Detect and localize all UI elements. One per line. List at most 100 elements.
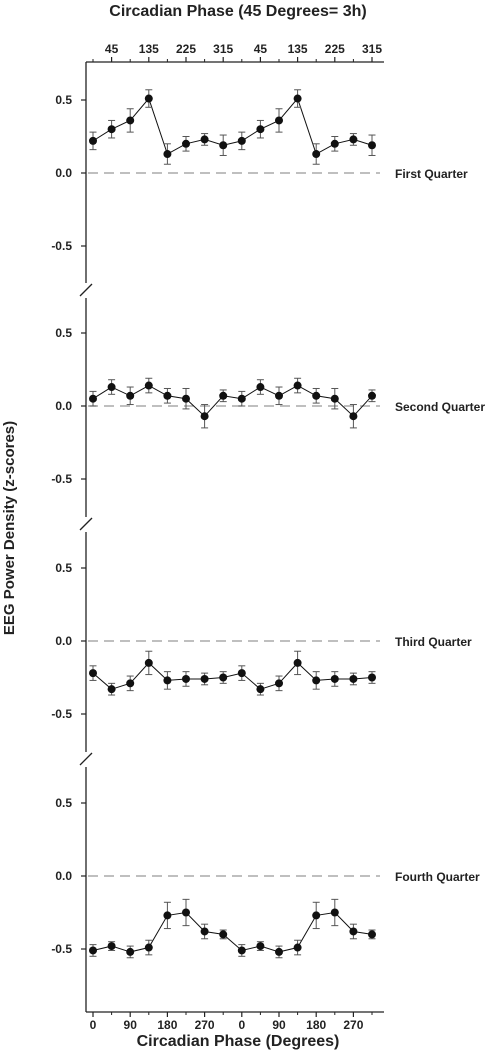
bottom-tick-label: 270	[195, 1018, 215, 1032]
y-tick-label: 0.0	[55, 634, 72, 648]
data-point	[349, 412, 358, 421]
data-point	[144, 658, 153, 667]
data-point	[89, 136, 97, 145]
data-point	[107, 125, 116, 134]
y-tick-label: 0.0	[55, 399, 72, 413]
data-point	[275, 947, 283, 956]
data-point	[237, 946, 246, 955]
data-point	[275, 679, 283, 688]
data-point	[163, 391, 172, 400]
data-point	[219, 391, 228, 400]
data-point	[293, 94, 302, 103]
series-line	[92, 384, 373, 417]
data-point	[330, 674, 339, 683]
data-point	[200, 674, 209, 683]
data-point	[163, 150, 172, 159]
y-axis-label: EEG Power Density (z-scores)	[1, 421, 18, 635]
y-tick-label: -0.5	[51, 472, 72, 486]
data-point	[219, 930, 228, 939]
bottom-tick-label: 180	[157, 1018, 177, 1032]
data-point	[293, 381, 302, 390]
y-tick-label: 0.5	[55, 796, 72, 810]
y-tick-label: 0.5	[55, 93, 72, 107]
data-point	[312, 391, 321, 400]
plot-layer: 45 135 225 315 45 135 225 315 0 90 180 270 0 90 180 270…	[51, 42, 485, 1032]
series-line	[92, 662, 373, 690]
panel-2: 0.5 0.0 -0.5 Second Quarter	[51, 326, 485, 486]
axis-break-mark	[79, 752, 93, 766]
data-point	[293, 943, 302, 952]
bottom-tick-label: 0	[90, 1018, 97, 1032]
data-point	[89, 669, 97, 678]
data-point	[107, 383, 116, 392]
data-point	[144, 943, 153, 952]
data-point	[200, 135, 209, 144]
y-tick-label: 0.0	[55, 166, 72, 180]
data-point	[182, 139, 190, 148]
top-tick-label: 135	[288, 42, 308, 56]
data-point	[182, 674, 190, 683]
data-point	[163, 676, 172, 685]
top-tick-label: 225	[176, 42, 196, 56]
data-point	[368, 930, 376, 939]
bottom-tick-label: 270	[343, 1018, 363, 1032]
panel-4: 0.5 0.0 -0.5 Fourth Quarter	[51, 796, 480, 959]
data-point	[144, 94, 153, 103]
x-axis-label: Circadian Phase (Degrees)	[137, 1033, 340, 1050]
data-point	[237, 394, 246, 403]
panel-1: 0.5 0.0 -0.5 First Quarter	[51, 89, 468, 253]
data-point	[107, 685, 116, 694]
data-point	[200, 412, 209, 421]
data-point	[182, 394, 190, 403]
data-point	[126, 679, 135, 688]
data-point	[349, 927, 358, 936]
y-tick-label: 0.0	[55, 869, 72, 883]
y-tick-label: -0.5	[51, 239, 72, 253]
series-line	[92, 911, 373, 953]
data-point	[256, 685, 265, 694]
axis-break-mark	[79, 283, 93, 297]
bottom-tick-label: 180	[306, 1018, 326, 1032]
y-tick-label: 0.5	[55, 561, 72, 575]
data-point	[126, 947, 135, 956]
data-point	[256, 383, 265, 392]
data-point	[275, 391, 283, 400]
panel-label: Second Quarter	[395, 400, 485, 414]
y-tick-label: 0.5	[55, 326, 72, 340]
data-point	[144, 381, 153, 390]
data-point	[275, 116, 283, 125]
panel-label: Fourth Quarter	[395, 870, 480, 884]
data-point	[368, 391, 376, 400]
data-point	[163, 911, 172, 920]
y-tick-label: -0.5	[51, 707, 72, 721]
data-point	[126, 116, 135, 125]
chart-title: Circadian Phase (45 Degrees= 3h)	[109, 3, 366, 20]
panel-3: 0.5 0.0 -0.5 Third Quarter	[51, 561, 472, 721]
data-point	[237, 136, 246, 145]
data-point	[330, 394, 339, 403]
data-point	[368, 673, 376, 682]
top-tick-label: 45	[254, 42, 268, 56]
top-tick-label: 45	[105, 42, 119, 56]
data-point	[330, 908, 339, 917]
data-point	[349, 135, 358, 144]
data-point	[368, 141, 376, 150]
y-tick-label: -0.5	[51, 942, 72, 956]
bottom-tick-label: 90	[272, 1018, 286, 1032]
data-point	[107, 942, 116, 951]
top-tick-label: 315	[213, 42, 233, 56]
bottom-tick-label: 0	[238, 1018, 245, 1032]
data-point	[312, 911, 321, 920]
data-point	[89, 946, 97, 955]
top-tick-label: 225	[325, 42, 345, 56]
data-point	[89, 394, 97, 403]
series-line	[92, 97, 373, 155]
panel-label: First Quarter	[395, 167, 468, 181]
axis-break-mark	[79, 517, 93, 531]
data-point	[219, 673, 228, 682]
bottom-tick-label: 90	[124, 1018, 138, 1032]
data-point	[256, 942, 265, 951]
data-point	[126, 391, 135, 400]
data-point	[330, 139, 339, 148]
